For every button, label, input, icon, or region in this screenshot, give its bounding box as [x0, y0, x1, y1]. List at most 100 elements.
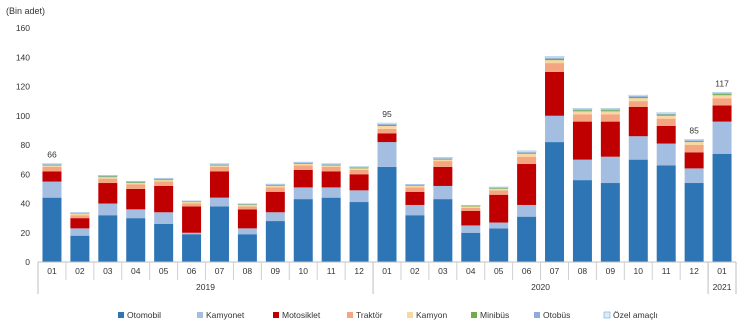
x-tick-label: 02 [410, 266, 420, 276]
bar-segment-kamyonet [405, 204, 425, 216]
bar-segment-kamyon [70, 213, 90, 216]
bar-segment-kamyon [126, 183, 146, 185]
bar-segment-trakt-r [42, 166, 62, 172]
bar-segment-otomobil [684, 183, 704, 262]
bar-segment-kamyonet [545, 115, 565, 143]
data-label: 85 [689, 125, 699, 135]
bar-segment-motosiklet [377, 133, 397, 143]
bar-segment-kamyonet [600, 156, 620, 184]
bar-segment-motosiklet [600, 121, 620, 157]
year-label: 2020 [531, 282, 550, 292]
x-axis: 01 02 03 04 05 06 07 08 09 10 11 12 01 02 03 04 05 06 07 08… [37, 261, 737, 294]
bar-segment-kamyon [600, 111, 620, 115]
bar-segment--zel-ama-l- [265, 183, 286, 186]
x-tick-label: 07 [215, 266, 225, 276]
bar-segment-trakt-r [293, 165, 313, 170]
legend-label: Otobüs [543, 310, 570, 320]
bar-segment-trakt-r [517, 156, 537, 165]
bar-segment-kamyon [433, 159, 453, 162]
bar-segment-kamyon [154, 180, 174, 182]
y-tick-label: 20 [21, 228, 31, 238]
bar-segment-trakt-r [545, 63, 565, 72]
bar-segment-otomobil [98, 215, 118, 262]
bar-segment--zel-ama-l- [293, 161, 313, 164]
bar-segment-otomobil [517, 216, 537, 262]
bar-segment-minib-s [433, 158, 453, 160]
bar-segment--zel-ama-l- [544, 56, 565, 59]
legend-swatch [197, 312, 203, 318]
bar-segment-motosiklet [237, 209, 257, 229]
legend-label: Motosiklet [282, 310, 321, 320]
x-tick-label: 11 [327, 266, 336, 276]
data-labels: 66 95 85 117 [47, 78, 729, 159]
bar-segment-trakt-r [237, 206, 257, 210]
legend-swatch [471, 312, 477, 318]
legend-swatch [534, 312, 540, 318]
bar-segment--zel-ama-l- [405, 184, 425, 186]
bar-segment-trakt-r [405, 187, 425, 192]
bar-segment-kamyonet [154, 212, 174, 224]
bar-segment-minib-s [154, 179, 174, 181]
bar-segment-kamyonet [684, 168, 704, 184]
bar-segment-trakt-r [600, 114, 620, 122]
legend: Otomobil Kamyonet Motosiklet Traktör Kamyon M… [118, 310, 658, 320]
bar-segment-kamyonet [182, 232, 202, 235]
y-tick-label: 60 [21, 169, 31, 179]
x-tick-label: 03 [103, 266, 113, 276]
bar-segment-otomobil [656, 165, 676, 262]
x-tick-label: 10 [299, 266, 309, 276]
bar-segment-otomobil [126, 218, 146, 263]
bar-segment-minib-s [572, 110, 592, 112]
bar-segment-trakt-r [98, 178, 118, 184]
bar-segment-otomobil [293, 199, 313, 262]
x-tick-label: 01 [382, 266, 392, 276]
bar-segment-trakt-r [433, 161, 453, 167]
bar-segment-kamyon [293, 164, 313, 166]
bar-segment-kamyonet [70, 228, 90, 236]
bar-segment-trakt-r [377, 128, 397, 134]
bar-segment-motosiklet [98, 183, 118, 204]
y-tick-label: 160 [16, 23, 30, 33]
bar-segment-kamyon [321, 165, 341, 167]
x-tick-label: 10 [634, 266, 644, 276]
x-tick-label: 01 [717, 266, 727, 276]
bar-segment-trakt-r [684, 145, 704, 153]
y-tick-label: 40 [21, 199, 31, 209]
bar-segment-kamyon [182, 202, 202, 204]
bar-segment-trakt-r [209, 166, 229, 172]
bar-segment-otob-s [656, 113, 676, 115]
bar-segment-otob-s [377, 124, 397, 125]
x-tick-label: 12 [689, 266, 699, 276]
bar-segment-otomobil [182, 234, 202, 262]
bar-segment-minib-s [712, 94, 732, 96]
bar-segment--zel-ama-l- [684, 139, 704, 141]
bar-segment-otomobil [209, 206, 229, 262]
bar-segment-minib-s [126, 182, 146, 184]
bar-segment-trakt-r [628, 101, 648, 107]
bar-segment-kamyon [684, 142, 704, 145]
x-tick-label: 04 [466, 266, 476, 276]
bar-segment-trakt-r [126, 184, 146, 189]
bar-segment-kamyonet [572, 159, 592, 181]
x-tick-label: 06 [187, 266, 197, 276]
bar-segment-kamyonet [126, 209, 146, 219]
legend-swatch [603, 311, 611, 319]
bar-segment-otob-s [545, 57, 565, 59]
bar-segment-kamyon [489, 188, 509, 191]
bar-segment-kamyon [628, 98, 648, 102]
bar-segment-otomobil [154, 223, 174, 262]
bar-segment-motosiklet [545, 71, 565, 116]
bar-segment--zel-ama-l- [349, 166, 369, 168]
legend-swatch [407, 312, 413, 318]
legend-label: Kamyonet [206, 310, 245, 320]
bar-segment-trakt-r [182, 203, 202, 207]
bar-segment--zel-ama-l- [42, 163, 62, 165]
bar-segment--zel-ama-l- [488, 186, 509, 188]
bar-segment-otomobil [600, 183, 620, 262]
bar-segment-kamyonet [42, 181, 62, 198]
bar-segment-otomobil [461, 232, 481, 262]
bar-segment-kamyon [656, 115, 676, 119]
bar-segment-otomobil [489, 228, 509, 262]
x-tick-label: 09 [271, 266, 281, 276]
